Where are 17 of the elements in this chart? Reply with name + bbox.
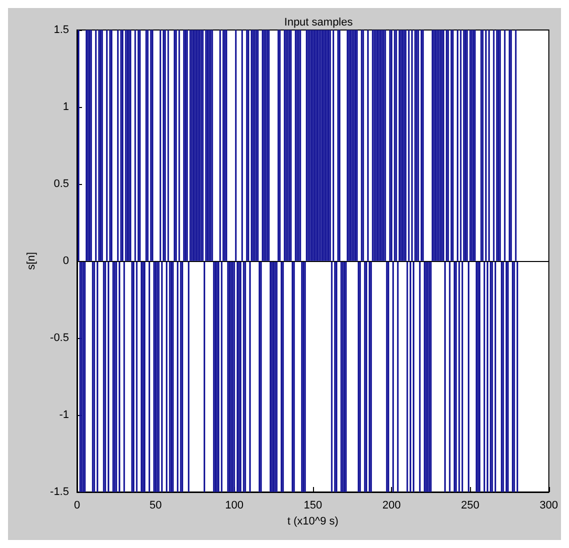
y-axis-title: s[n] — [26, 252, 38, 270]
x-axis-title: t (x10^9 s) — [287, 515, 338, 528]
y-tick-label: -0.5 — [50, 332, 69, 344]
x-tick-label: 150 — [304, 500, 322, 512]
x-tick-label: 0 — [74, 500, 80, 512]
y-tick-label: -1 — [59, 409, 69, 421]
y-tick-label: -1.5 — [50, 486, 69, 498]
x-tick-label: 300 — [540, 500, 558, 512]
x-tick-label: 100 — [225, 500, 244, 512]
chart-title: Input samples — [284, 16, 354, 28]
x-tick-label: 200 — [382, 500, 401, 512]
x-tick-label: 50 — [150, 500, 162, 512]
x-tick-label: 250 — [461, 500, 480, 512]
y-tick-label: 0.5 — [54, 178, 69, 190]
y-tick-label: 1 — [62, 101, 69, 113]
y-tick-label: 1.5 — [54, 24, 69, 36]
y-tick-label: 0 — [62, 255, 69, 267]
